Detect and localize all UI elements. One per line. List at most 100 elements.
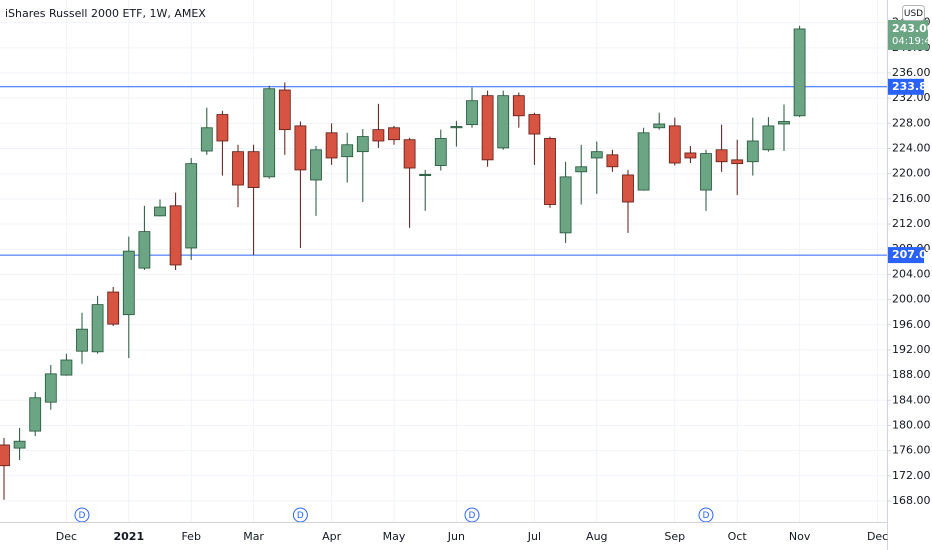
candle-body [762, 125, 775, 151]
candle-body [263, 88, 276, 178]
x-tick-label: Sep [664, 530, 685, 543]
last-price-tag [888, 19, 928, 50]
candle-body [107, 291, 120, 325]
candle-body [232, 151, 244, 186]
x-tick-label: Mar [243, 530, 264, 543]
x-tick-label: Nov [789, 530, 811, 543]
candle-body [746, 140, 759, 163]
candle-body [44, 373, 57, 403]
candle-body [341, 144, 354, 158]
y-tick-label: 200.00 [892, 293, 931, 306]
x-tick-label: Jul [527, 530, 541, 543]
x-tick-label: Aug [586, 530, 607, 543]
x-tick-label: Jun [447, 530, 465, 543]
candle-body [169, 205, 182, 266]
x-tick-label: May [383, 530, 406, 543]
y-tick-label: 224.00 [892, 142, 931, 155]
x-tick-label: Apr [322, 530, 342, 543]
candle-body [434, 138, 447, 166]
candle-body [278, 89, 291, 131]
candle-body [590, 151, 603, 159]
y-tick-label: 188.00 [892, 368, 931, 381]
candle-body [668, 125, 681, 164]
x-tick-label: Dec [867, 530, 888, 543]
price-line-tag [888, 247, 924, 264]
candle-body [653, 123, 666, 129]
candle-body [450, 126, 463, 129]
chart-title: iShares Russell 2000 ETF, 1W, AMEX [5, 7, 206, 20]
y-tick-label: 172.00 [892, 469, 931, 482]
candle-body [575, 166, 588, 173]
candle-body [60, 359, 73, 376]
candle-body [388, 127, 400, 141]
candle-body [13, 440, 26, 449]
candle-body [700, 153, 712, 191]
candle-body [372, 129, 385, 142]
countdown: 04:19:49 [892, 36, 932, 47]
y-tick-label: 204.00 [892, 267, 931, 280]
candle-body [91, 304, 104, 353]
candle-body [637, 132, 650, 191]
y-tick-label: 220.00 [892, 167, 931, 180]
currency[interactable]: USD [904, 9, 923, 19]
y-tick-label: 176.00 [892, 444, 931, 457]
candle-body [138, 231, 151, 269]
y-tick-label: 212.00 [892, 217, 931, 230]
candle-body [606, 154, 619, 168]
last-price-label: 243.00 [892, 22, 932, 35]
candle-body [216, 114, 229, 142]
x-tick-label: Oct [728, 530, 748, 543]
x-tick-label: 2021 [113, 530, 144, 543]
dividend-label: D [469, 511, 476, 521]
price-line-tag [888, 78, 924, 95]
price-line-label: 233.81 [892, 80, 932, 93]
y-tick-label: 168.00 [892, 494, 931, 507]
candle-body [715, 149, 728, 163]
candle-body [419, 173, 432, 176]
y-tick-label: 228.00 [892, 116, 931, 129]
x-tick-label: Feb [181, 530, 200, 543]
candle-body [544, 138, 556, 205]
dividend-label: D [297, 511, 304, 521]
y-tick-label: 196.00 [892, 318, 931, 331]
candle-body [247, 151, 260, 188]
y-tick-label: 236.00 [892, 66, 931, 79]
candle-body [481, 95, 494, 161]
candle-body [559, 176, 572, 234]
candle-body [200, 127, 213, 152]
candle-body [310, 149, 322, 181]
x-tick-label: Dec [56, 530, 77, 543]
currency-box[interactable] [902, 5, 925, 21]
candle-body [185, 163, 198, 249]
candle-body [29, 397, 42, 432]
candle-body [356, 136, 369, 153]
candle-body [497, 95, 510, 149]
y-tick-label: 216.00 [892, 192, 931, 205]
candle-body [122, 250, 135, 316]
candle-body [0, 444, 10, 467]
candle-body [684, 152, 697, 159]
dividend-label: D [79, 511, 86, 521]
candle-body [325, 132, 338, 159]
candle-body [778, 121, 790, 125]
candle-body [76, 328, 88, 352]
price-line-label: 207.07 [892, 248, 932, 261]
candle-body [512, 95, 525, 117]
candle-body [731, 159, 744, 165]
candle-body [294, 125, 307, 171]
y-tick-label: 184.00 [892, 393, 931, 406]
candle-body [154, 206, 166, 217]
y-tick-label: 180.00 [892, 418, 931, 431]
candle-body [793, 28, 806, 117]
candle-body [622, 174, 634, 203]
candle-body [403, 139, 416, 169]
candle-body [528, 114, 541, 135]
axes: 168.00 172.00 176.00 180.00 184.00 188.00 192.… [56, 16, 932, 543]
candle-body [466, 100, 478, 126]
dividend-label: D [703, 511, 710, 521]
y-tick-label: 192.00 [892, 343, 931, 356]
